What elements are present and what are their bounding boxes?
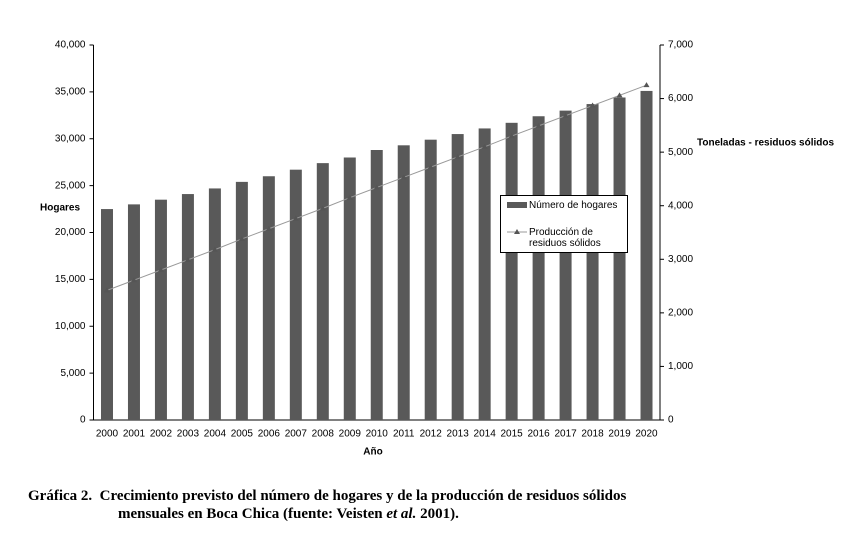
line-marker: [508, 133, 515, 139]
line-marker: [400, 174, 407, 180]
line-marker: [130, 277, 137, 283]
x-tick-label: 2010: [366, 429, 389, 440]
y2-tick-label: 0: [668, 415, 674, 426]
y2-tick-label: 5,000: [668, 147, 693, 158]
line-marker: [184, 256, 191, 262]
line-marker: [346, 194, 353, 200]
x-tick-label: 2007: [285, 429, 308, 440]
line-marker: [454, 153, 461, 159]
y-tick-label: 40,000: [55, 40, 86, 51]
x-tick-label: 2013: [447, 429, 470, 440]
x-tick-label: 2008: [312, 429, 335, 440]
bar: [181, 194, 194, 420]
y-tick-label: 20,000: [55, 227, 86, 238]
bar: [100, 209, 113, 420]
bar: [559, 110, 572, 420]
x-tick-label: 2006: [258, 429, 281, 440]
caption-text: mensuales en Boca Chica (fuente: Veisten: [118, 506, 387, 522]
y-tick-label: 30,000: [55, 133, 86, 144]
bar: [478, 128, 491, 420]
line-marker: [103, 287, 110, 293]
x-tick-label: 2018: [581, 429, 604, 440]
bar: [586, 104, 599, 420]
bar: [262, 176, 275, 420]
bar: [613, 97, 626, 420]
line-marker: [265, 225, 272, 231]
y2-tick-label: 4,000: [668, 200, 693, 211]
caption-text: 2001).: [416, 506, 459, 522]
bar: [532, 116, 545, 420]
x-tick-label: 2016: [527, 429, 550, 440]
line-marker: [157, 267, 164, 272]
caption-label: Gráfica 2.: [28, 488, 93, 504]
x-tick-label: 2003: [177, 429, 200, 440]
bar: [127, 204, 140, 420]
y-tick-label: 5,000: [60, 368, 85, 379]
x-tick-label: 2009: [339, 429, 362, 440]
bar: [235, 181, 248, 420]
bar: [343, 157, 356, 420]
bar: [154, 199, 167, 420]
x-tick-label: 2002: [150, 429, 173, 440]
y-tick-label: 10,000: [55, 321, 86, 332]
x-tick-label: 2000: [96, 429, 119, 440]
x-tick-label: 2012: [420, 429, 443, 440]
x-tick-label: 2019: [608, 429, 631, 440]
bar: [397, 145, 410, 420]
x-tick-label: 2005: [231, 429, 254, 440]
line-marker: [481, 143, 488, 149]
chart: Hogares Toneladas - residuos sólidos Año…: [40, 40, 835, 458]
line-marker: [427, 164, 434, 170]
y2-tick-label: 6,000: [668, 93, 693, 104]
legend: Número de hogares Producción de residuos…: [500, 195, 628, 253]
bar: [370, 150, 383, 420]
caption-text: Crecimiento previsto del número de hogar…: [99, 488, 627, 504]
x-tick-label: 2017: [554, 429, 577, 440]
y-tick-label: 35,000: [55, 87, 86, 98]
x-tick-label: 2015: [501, 429, 524, 440]
y-axis-title: Hogares: [40, 203, 80, 214]
y2-axis-title: Toneladas - residuos sólidos: [697, 138, 835, 149]
y2-tick-label: 1,000: [668, 361, 693, 372]
y2-tick-label: 7,000: [668, 40, 693, 51]
line-marker: [211, 246, 218, 252]
line-marker: [238, 235, 245, 241]
line-marker: [535, 122, 542, 128]
line-marker: [643, 82, 650, 88]
bar: [208, 188, 221, 420]
legend-label: Producción de residuos sólidos: [529, 227, 601, 249]
caption-text: et al.: [386, 506, 417, 522]
legend-key-bar: [507, 202, 527, 208]
bar: [289, 169, 302, 420]
bar: [424, 139, 437, 420]
line-marker: [562, 112, 569, 118]
x-tick-label: 2011: [393, 429, 415, 440]
line-marker: [616, 92, 623, 98]
y2-tick-label: 3,000: [668, 254, 693, 265]
line-marker: [319, 205, 326, 211]
x-tick-label: 2020: [635, 429, 658, 440]
caption: Gráfica 2. Crecimiento previsto del núme…: [28, 487, 626, 523]
x-axis-title: Año: [363, 447, 382, 458]
y-tick-label: 25,000: [55, 180, 86, 191]
x-tick-label: 2014: [474, 429, 497, 440]
y-tick-label: 0: [80, 415, 86, 426]
legend-keys: [507, 202, 527, 234]
legend-key-marker: [514, 229, 520, 234]
bar: [640, 90, 653, 420]
y-tick-label: 15,000: [55, 274, 86, 285]
y2-tick-label: 2,000: [668, 307, 693, 318]
bar: [505, 122, 518, 420]
caption-line: mensuales en Boca Chica (fuente: Veisten…: [28, 505, 626, 523]
x-tick-label: 2004: [204, 429, 227, 440]
line-marker: [589, 102, 596, 108]
x-tick-label: 2001: [123, 429, 146, 440]
line-marker: [373, 184, 380, 190]
caption-line: Gráfica 2. Crecimiento previsto del núme…: [28, 487, 626, 505]
bar: [316, 163, 329, 420]
bar: [451, 134, 464, 420]
legend-label: Número de hogares: [529, 200, 618, 211]
line-marker: [292, 215, 299, 221]
